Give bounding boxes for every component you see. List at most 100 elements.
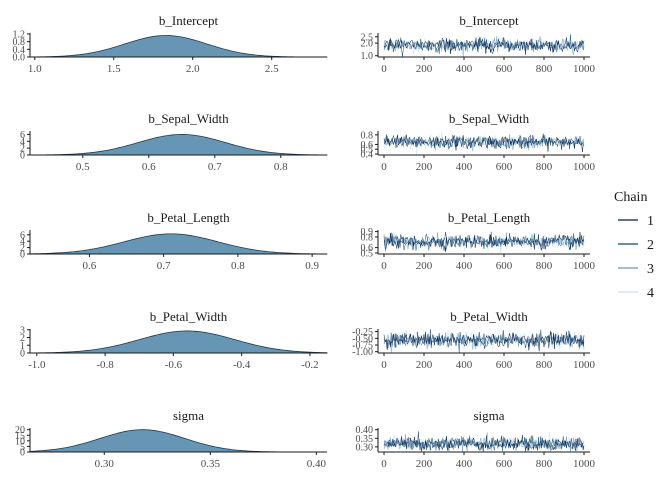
x-tick-label: 0 [381, 260, 387, 272]
y-tick-label: 4 [20, 137, 25, 148]
y-tick-label: 0 [20, 349, 25, 360]
y-tick-label: 0.8 [361, 130, 374, 141]
x-tick-label: 400 [456, 359, 473, 371]
trace-title: sigma [473, 408, 504, 423]
x-tick-label: 800 [536, 161, 553, 173]
density-title: b_Petal_Length [147, 210, 230, 225]
x-tick-label: 0.7 [157, 260, 171, 272]
trace-chain-3 [383, 134, 585, 152]
y-tick-label: 1.2 [13, 29, 26, 40]
x-tick-label: 0 [381, 161, 387, 173]
y-tick-label: 2.0 [361, 39, 374, 50]
x-tick-label: 200 [416, 63, 433, 75]
y-tick-label: 0 [20, 151, 25, 162]
density-title: b_Sepal_Width [148, 111, 229, 126]
y-tick-label: 0.0 [13, 53, 26, 64]
x-tick-label: 0.9 [305, 260, 319, 272]
trace-chain-1 [383, 434, 585, 453]
trace-chain-1 [383, 133, 585, 153]
density-area [29, 330, 328, 354]
x-tick-label: 0.6 [83, 260, 97, 272]
density-title: b_Intercept [159, 13, 219, 28]
trace-chain-2 [383, 134, 585, 150]
trace-panel-sigma: sigma 0 200 400 600 800 1000 0.400.350.30 [356, 408, 596, 470]
x-tick-label: 0.40 [307, 458, 327, 470]
trace-title: b_Petal_Length [448, 210, 531, 225]
x-tick-label: -0.2 [301, 359, 318, 371]
x-tick-label: 800 [536, 63, 553, 75]
y-tick-label: 2 [20, 243, 25, 254]
x-tick-label: 1000 [573, 161, 596, 173]
x-tick-label: -0.4 [233, 359, 251, 371]
trace-chain-1 [383, 37, 585, 55]
x-tick-label: 2.0 [186, 63, 200, 75]
x-tick-label: 0.35 [201, 458, 221, 470]
x-tick-label: -0.8 [96, 359, 114, 371]
y-tick-label: 2 [20, 333, 25, 344]
x-tick-label: 400 [456, 260, 473, 272]
y-tick-label: 0.9 [361, 227, 374, 238]
x-tick-label: 0 [381, 359, 387, 371]
x-tick-label: -0.6 [165, 359, 183, 371]
density-area [29, 233, 328, 255]
x-tick-label: 0.5 [76, 161, 90, 173]
y-tick-label: 0.5 [361, 248, 374, 259]
y-tick-label: 6 [20, 230, 25, 241]
x-tick-label: 600 [496, 161, 513, 173]
x-tick-label: 0.6 [142, 161, 156, 173]
trace-chain-1 [383, 330, 585, 352]
x-tick-label: 200 [416, 458, 433, 470]
density-panel-b_Intercept: b_Intercept 1.0 1.5 2.0 2.5 1.20.80.40.0 [13, 13, 328, 75]
x-tick-label: 800 [536, 260, 553, 272]
y-tick-label: 0.6 [361, 243, 374, 254]
x-tick-label: 400 [456, 63, 473, 75]
x-tick-label: 0 [381, 458, 387, 470]
y-tick-label: 0 [20, 250, 25, 261]
y-tick-label: 15 [15, 431, 25, 442]
y-tick-label: 0.4 [13, 45, 26, 56]
y-tick-label: 0.8 [13, 37, 26, 48]
legend-label: 3 [647, 262, 654, 277]
y-tick-label: 0.30 [356, 442, 374, 453]
y-tick-label: -0.50 [352, 334, 373, 345]
y-tick-label: 6 [20, 130, 25, 141]
trace-panel-b_Petal_Length: b_Petal_Length 0 200 400 600 800 1000 0.90.80.6… [361, 210, 596, 272]
x-tick-label: 200 [416, 260, 433, 272]
x-tick-label: 600 [496, 458, 513, 470]
legend-title: Chain [614, 190, 647, 205]
trace-title: b_Intercept [459, 13, 519, 28]
density-title: sigma [173, 408, 204, 423]
x-tick-label: 0.7 [208, 161, 222, 173]
y-tick-label: 0.4 [361, 150, 374, 161]
y-tick-label: 2.5 [361, 32, 374, 43]
trace-panel-b_Petal_Width: b_Petal_Width 0 200 400 600 800 1000 -0.25-0.50… [352, 309, 595, 371]
legend-label: 2 [647, 238, 654, 253]
y-tick-label: 0 [20, 448, 25, 459]
x-tick-label: 1000 [573, 63, 596, 75]
x-tick-label: 800 [536, 458, 553, 470]
y-tick-label: 4 [20, 237, 25, 248]
x-tick-label: 200 [416, 161, 433, 173]
x-tick-label: 1000 [573, 260, 596, 272]
x-tick-label: 2.5 [265, 63, 279, 75]
y-tick-label: 0.6 [361, 140, 374, 151]
trace-panel-b_Sepal_Width: b_Sepal_Width 0 200 400 600 800 1000 0.80.60.50… [361, 111, 596, 173]
y-tick-label: 10 [15, 436, 25, 447]
y-tick-label: -1.00 [352, 347, 373, 358]
y-tick-label: -0.75 [352, 341, 373, 352]
x-tick-label: 0.8 [231, 260, 245, 272]
x-tick-label: 0.8 [274, 161, 288, 173]
x-tick-label: 800 [536, 359, 553, 371]
x-tick-label: 600 [496, 359, 513, 371]
x-tick-label: 0.30 [95, 458, 115, 470]
x-tick-label: 1000 [573, 458, 596, 470]
trace-panel-b_Intercept: b_Intercept 0 200 400 600 800 1000 2.52.01.0 [361, 13, 596, 75]
trace-title: b_Sepal_Width [449, 111, 530, 126]
trace-chain-2 [383, 231, 585, 251]
